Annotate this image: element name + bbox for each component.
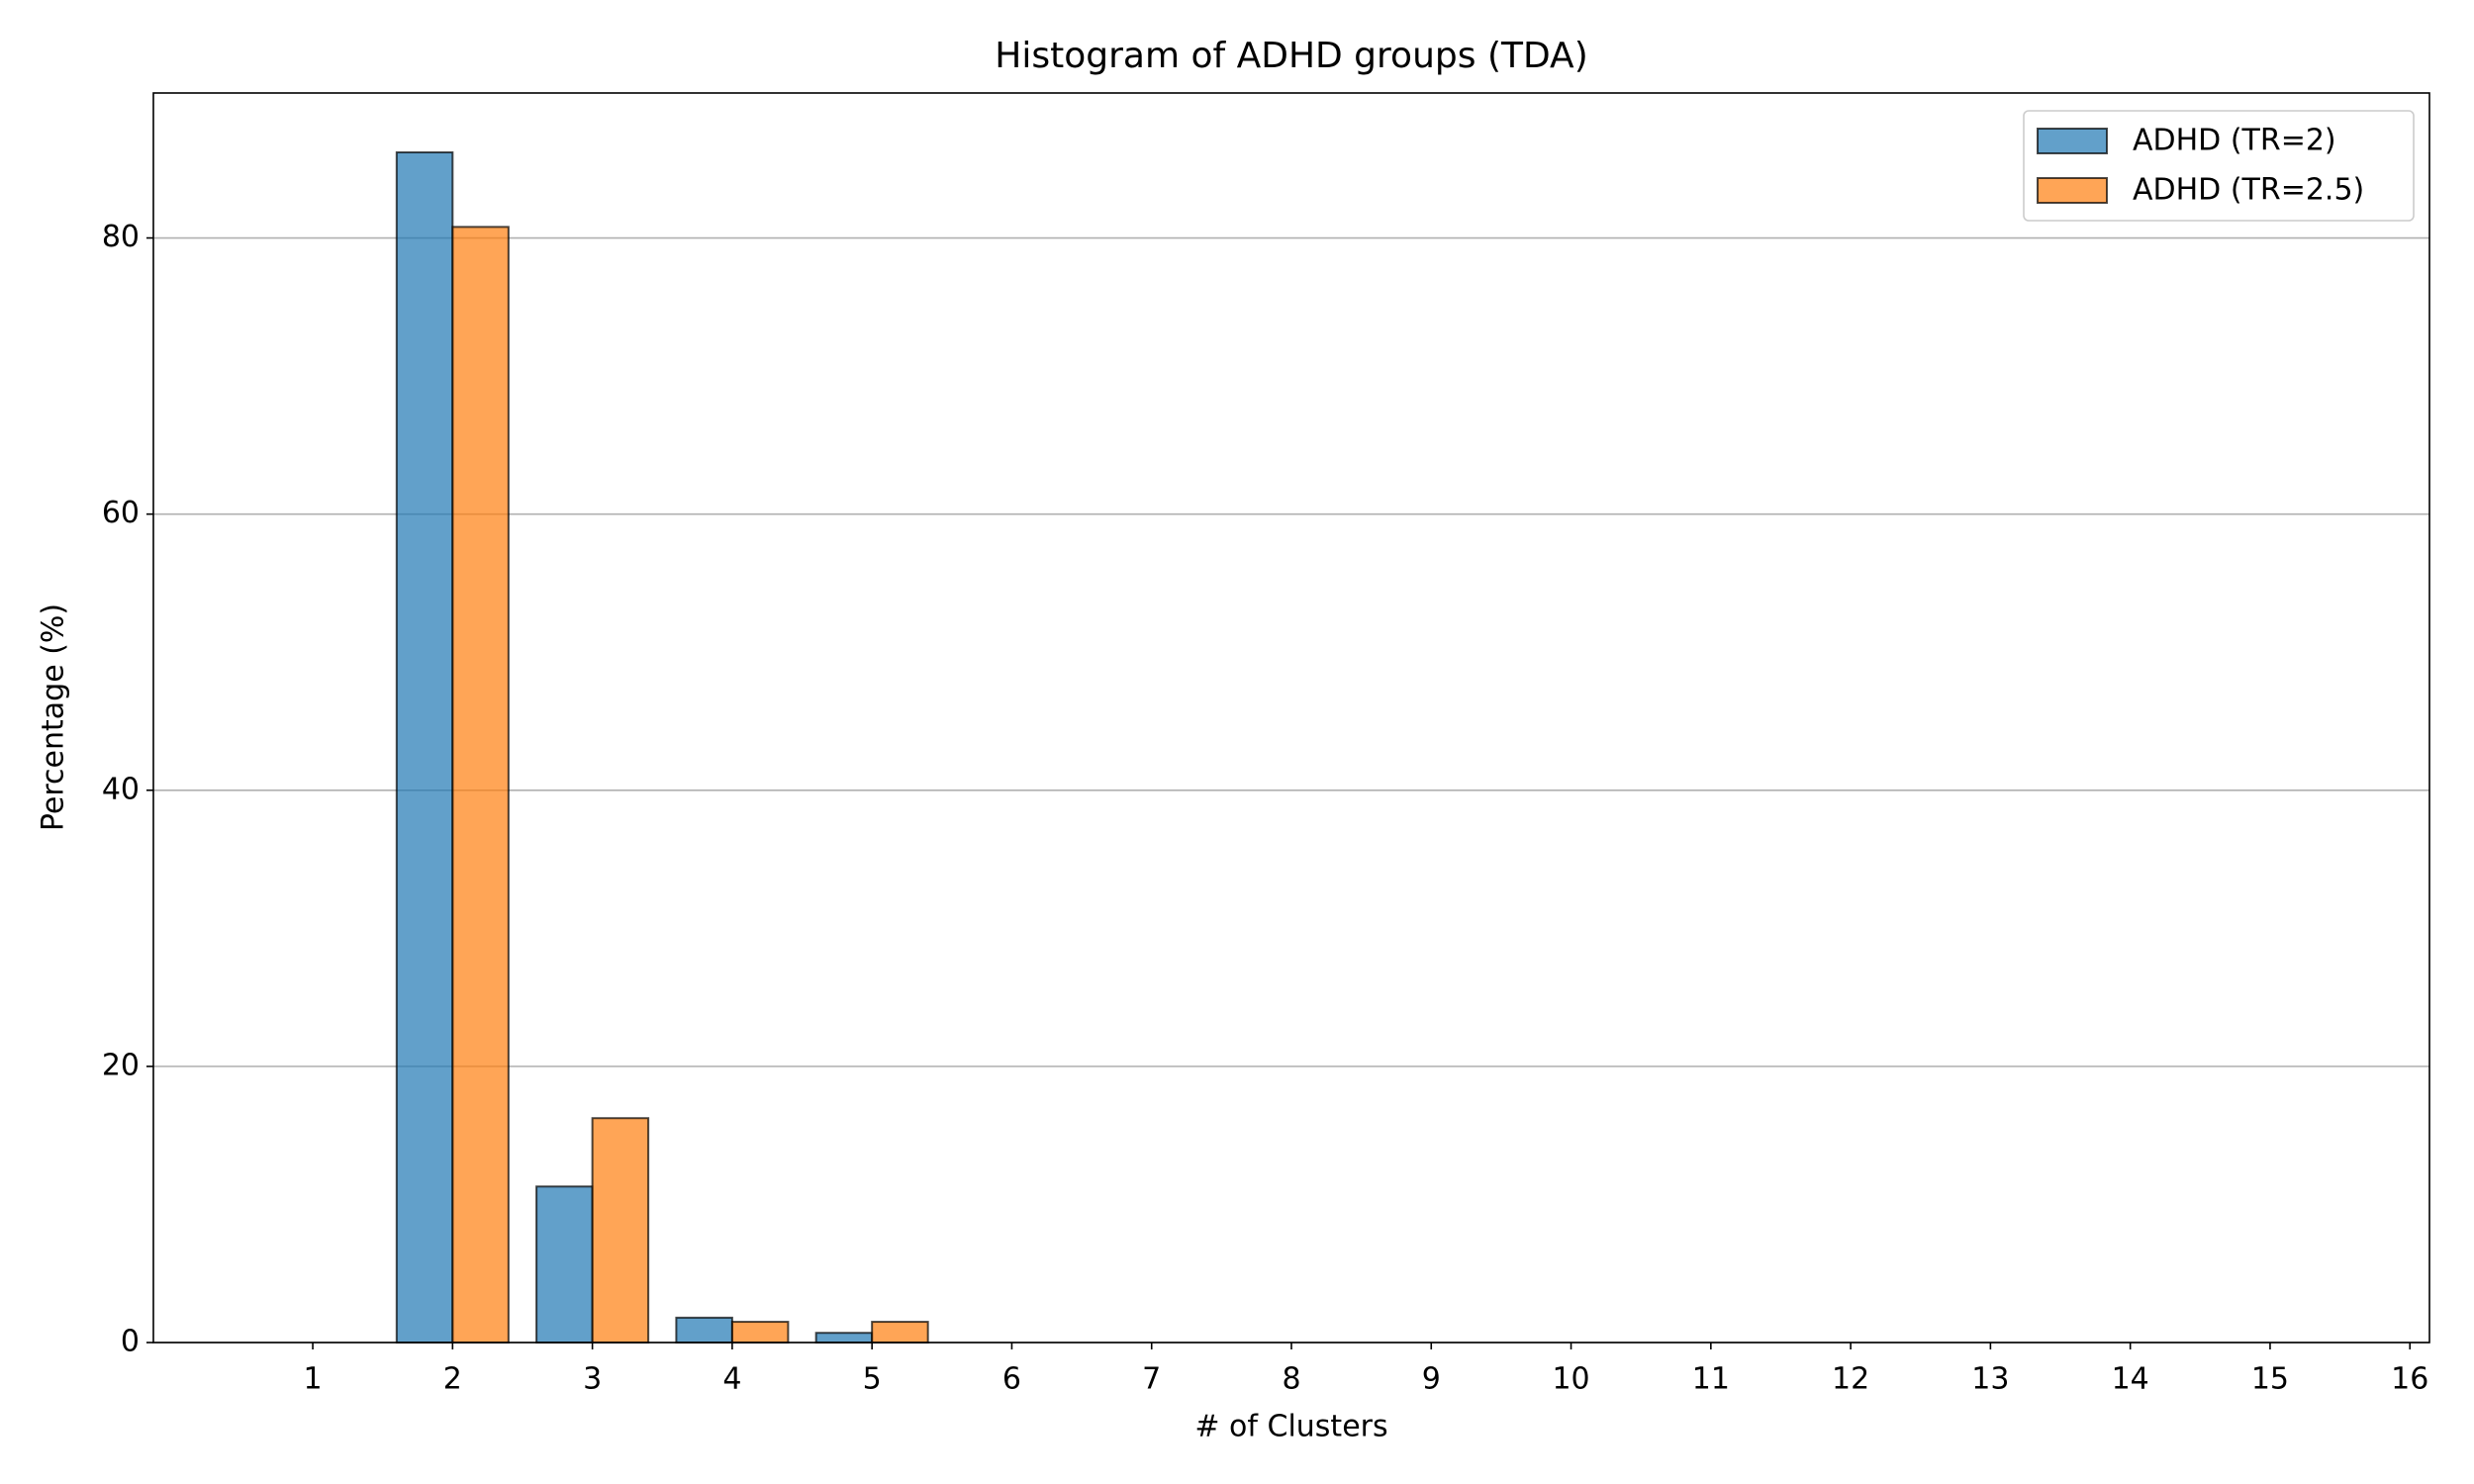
legend-label: ADHD (TR=2.5) [2133, 173, 2364, 208]
x-axis-label: # of Clusters [1194, 1410, 1387, 1444]
x-tick-label: 11 [1692, 1362, 1730, 1397]
legend-box [2023, 110, 2415, 222]
bar [814, 1332, 874, 1345]
x-tick-label: 9 [1422, 1362, 1441, 1397]
x-tick-label: 8 [1282, 1362, 1300, 1397]
x-tick-label: 15 [2251, 1362, 2289, 1397]
x-tick-label: 14 [2112, 1362, 2149, 1397]
x-tick-label: 4 [722, 1362, 741, 1397]
x-tick-label: 16 [2391, 1362, 2428, 1397]
x-tick-label: 3 [583, 1362, 602, 1397]
bar [675, 1316, 733, 1344]
x-tick-label: 6 [1002, 1362, 1021, 1397]
x-tick-label: 1 [304, 1362, 323, 1397]
x-tick-label: 5 [863, 1362, 882, 1397]
bar [730, 1321, 790, 1344]
bar [871, 1321, 929, 1344]
bar [395, 151, 454, 1345]
chart-title: Histogram of ADHD groups (TDA) [995, 36, 1587, 76]
x-tick-label: 13 [1971, 1362, 2009, 1397]
legend-swatch [2037, 177, 2108, 204]
y-axis-label: Percentage (%) [37, 603, 71, 831]
bar [535, 1185, 594, 1344]
legend-swatch [2037, 128, 2108, 154]
x-tick-label: 10 [1552, 1362, 1589, 1397]
y-tick-label: 20 [102, 1048, 140, 1082]
bar [591, 1117, 650, 1345]
y-tick-label: 60 [102, 496, 140, 530]
x-tick-label: 7 [1142, 1362, 1161, 1397]
y-tick-label: 80 [102, 220, 140, 254]
plot-frame [152, 92, 2430, 1344]
x-tick-label: 12 [1832, 1362, 1869, 1397]
legend-label: ADHD (TR=2) [2133, 124, 2336, 158]
bar [451, 226, 510, 1345]
y-tick-label: 0 [121, 1325, 140, 1359]
y-tick-label: 40 [102, 772, 140, 806]
x-tick-label: 2 [443, 1362, 462, 1397]
